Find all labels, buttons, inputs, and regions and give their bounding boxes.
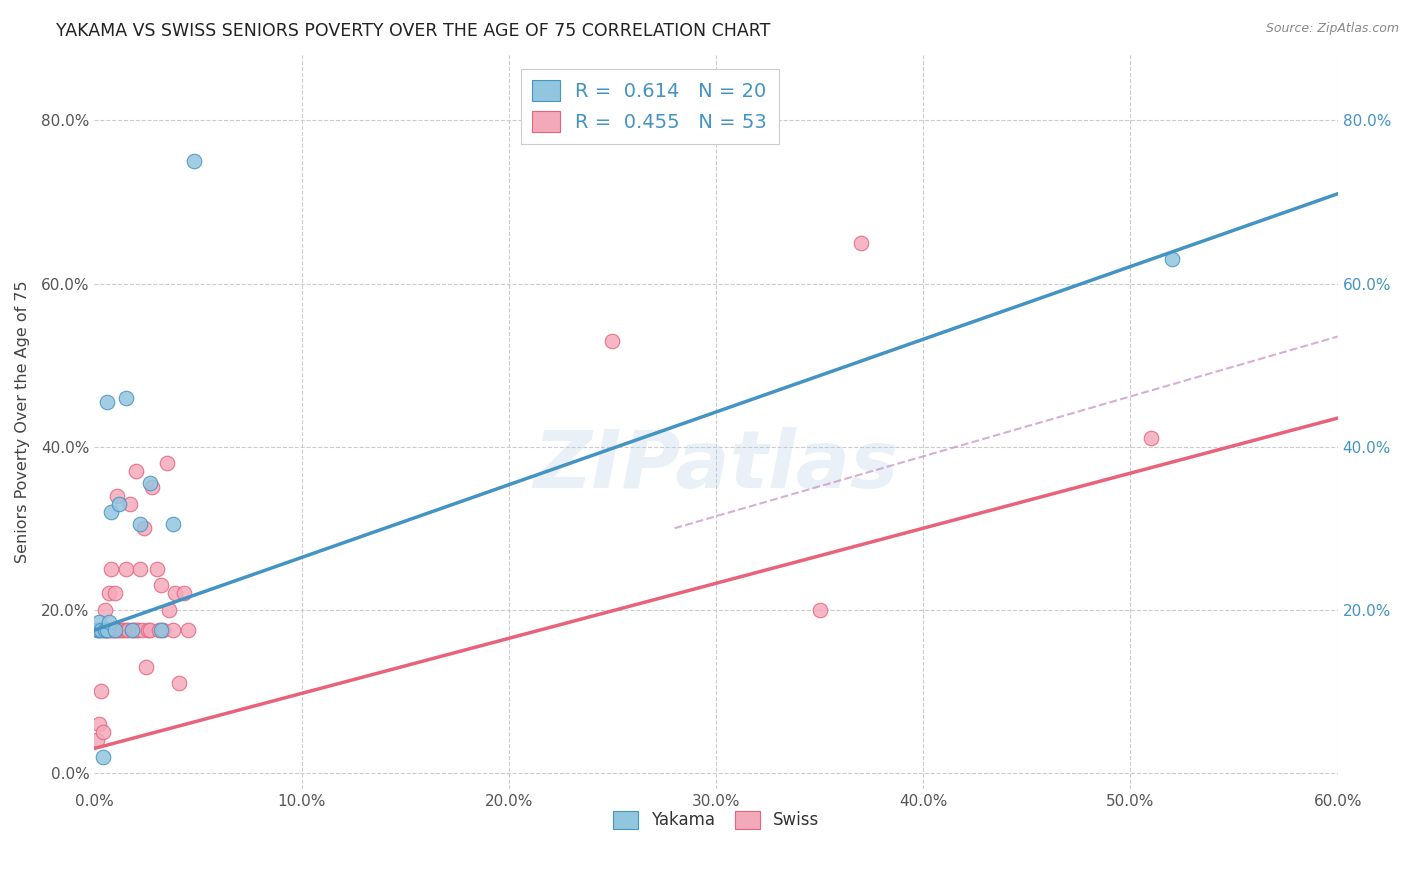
Point: [114, 623, 136, 637]
Point: [177, 623, 200, 637]
Text: ZIPatlas: ZIPatlas: [533, 427, 898, 505]
Point: [157, 603, 180, 617]
Point: [86, 733, 108, 747]
Point: [114, 562, 136, 576]
Point: [104, 623, 127, 637]
Point: [90, 684, 112, 698]
Point: [87, 623, 110, 637]
Point: [145, 562, 167, 576]
Y-axis label: Seniors Poverty Over the Age of 75: Seniors Poverty Over the Age of 75: [15, 281, 30, 564]
Point: [121, 623, 143, 637]
Point: [122, 623, 145, 637]
Point: [121, 623, 143, 637]
Point: [96, 623, 118, 637]
Point: [131, 623, 153, 637]
Point: [108, 623, 131, 637]
Point: [118, 497, 141, 511]
Point: [125, 623, 148, 637]
Point: [129, 517, 152, 532]
Point: [90, 623, 112, 637]
Point: [135, 660, 157, 674]
Point: [96, 394, 118, 409]
Point: [127, 623, 149, 637]
Point: [156, 456, 179, 470]
Point: [105, 489, 128, 503]
Point: [134, 521, 156, 535]
Point: [87, 623, 110, 637]
Text: Source: ZipAtlas.com: Source: ZipAtlas.com: [1265, 22, 1399, 36]
Point: [139, 623, 162, 637]
Point: [112, 623, 135, 637]
Point: [849, 235, 872, 250]
Point: [148, 623, 170, 637]
Point: [100, 623, 122, 637]
Point: [94, 623, 117, 637]
Point: [91, 623, 114, 637]
Point: [104, 586, 127, 600]
Point: [96, 623, 118, 637]
Point: [91, 749, 114, 764]
Point: [104, 623, 127, 637]
Point: [169, 676, 191, 690]
Point: [94, 623, 117, 637]
Text: YAKAMA VS SWISS SENIORS POVERTY OVER THE AGE OF 75 CORRELATION CHART: YAKAMA VS SWISS SENIORS POVERTY OVER THE…: [56, 22, 770, 40]
Point: [86, 623, 108, 637]
Point: [129, 562, 152, 576]
Point: [138, 623, 160, 637]
Point: [96, 623, 118, 637]
Point: [1140, 432, 1163, 446]
Point: [98, 586, 121, 600]
Point: [110, 623, 132, 637]
Point: [87, 615, 110, 629]
Point: [149, 578, 172, 592]
Point: [100, 505, 122, 519]
Point: [87, 717, 110, 731]
Point: [602, 334, 624, 348]
Point: [108, 497, 131, 511]
Point: [152, 623, 174, 637]
Point: [141, 480, 163, 494]
Legend: Yakama, Swiss: Yakama, Swiss: [606, 804, 827, 836]
Point: [105, 623, 128, 637]
Point: [1160, 252, 1182, 266]
Point: [165, 586, 187, 600]
Point: [162, 623, 184, 637]
Point: [98, 615, 121, 629]
Point: [162, 517, 184, 532]
Point: [114, 391, 136, 405]
Point: [125, 464, 148, 478]
Point: [91, 725, 114, 739]
Point: [100, 562, 122, 576]
Point: [808, 603, 831, 617]
Point: [101, 623, 124, 637]
Point: [139, 476, 162, 491]
Point: [149, 623, 172, 637]
Point: [173, 586, 195, 600]
Point: [94, 603, 117, 617]
Point: [117, 623, 139, 637]
Point: [98, 623, 121, 637]
Point: [183, 154, 205, 169]
